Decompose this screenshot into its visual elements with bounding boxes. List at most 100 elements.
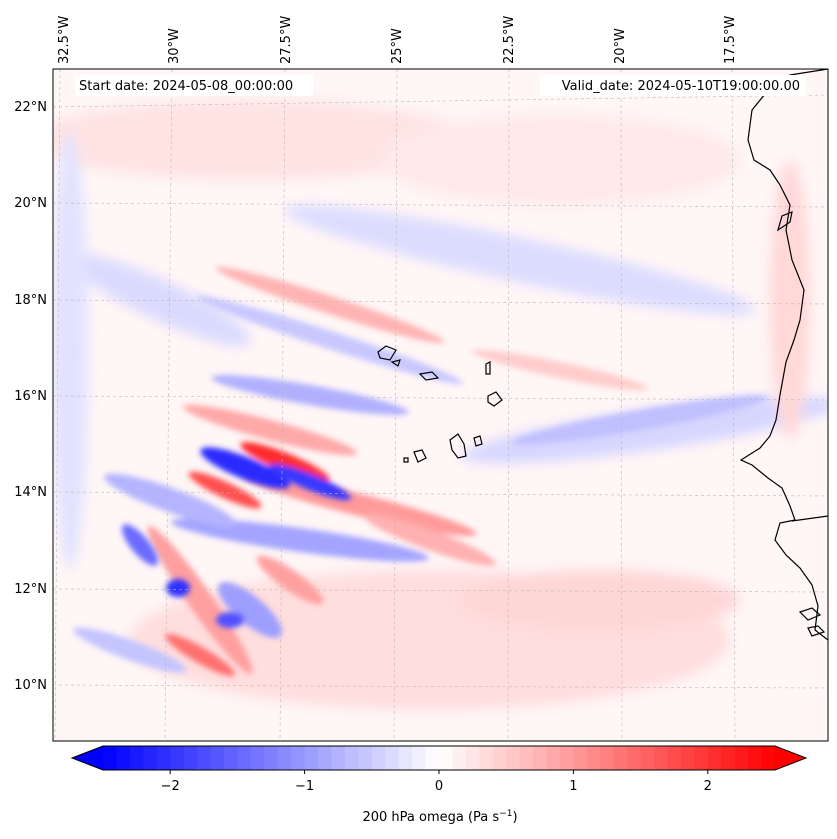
- colorbar-segment: [197, 746, 211, 770]
- lon-label-32-5w: 32.5°W: [57, 16, 72, 64]
- colorbar-segment: [627, 746, 641, 770]
- lat-label-18n: 18°N: [14, 293, 47, 308]
- colorbar-segment: [344, 746, 359, 770]
- colorbar-segment: [250, 746, 265, 770]
- colorbar-segment: [129, 746, 144, 770]
- colorbar-segment: [654, 746, 668, 770]
- bissagos-island: [807, 625, 826, 637]
- coastal-island: [776, 211, 793, 232]
- patch: [285, 205, 755, 315]
- colorbar-segment: [479, 746, 494, 770]
- colorbar-segment: [586, 746, 601, 770]
- colorbar-segment: [277, 746, 292, 770]
- colorbar-segment: [103, 746, 117, 770]
- band: [183, 404, 357, 456]
- colorbar-segment: [506, 746, 521, 770]
- band: [364, 514, 496, 566]
- patch: [770, 160, 810, 440]
- colorbar-segment: [761, 746, 776, 770]
- band: [171, 518, 429, 562]
- patch: [380, 115, 740, 205]
- descent-core: [188, 471, 262, 509]
- colorbar-segment: [116, 746, 131, 770]
- longitude-labels: 32.5°W 30°W 27.5°W 25°W 22.5°W 20°W 17.5…: [57, 16, 738, 64]
- colorbar-segment: [264, 746, 279, 770]
- sao-nicolau-island: [418, 371, 440, 381]
- maio-island: [473, 435, 483, 447]
- colorbar: −2 −1 0 1 2 200 hPa omega (Pa s−1): [70, 745, 808, 825]
- colorbar-segment: [721, 746, 736, 770]
- colorbar-segment: [183, 746, 198, 770]
- fogo-island: [413, 449, 427, 463]
- gridlines: [53, 69, 828, 741]
- colorbar-segments: [72, 746, 806, 770]
- colorbar-tick-label: −2: [161, 779, 180, 794]
- colorbar-segment: [398, 746, 413, 770]
- band: [218, 582, 282, 638]
- start-date-box: [75, 75, 313, 96]
- descent-band: [165, 633, 235, 677]
- lon-label-17-5w: 17.5°W: [723, 16, 738, 64]
- colorbar-segment: [667, 746, 682, 770]
- lat-label-20n: 20°N: [14, 196, 47, 211]
- colorbar-segment: [694, 746, 709, 770]
- colorbar-segment: [573, 746, 588, 770]
- band: [196, 295, 464, 385]
- patch: [460, 570, 740, 630]
- colorbar-segment: [680, 746, 695, 770]
- santiago-island: [449, 433, 467, 459]
- lat-label-14n: 14°N: [14, 485, 47, 500]
- gridline-22-5w: [507, 69, 510, 741]
- gridline-32-5w: [54, 69, 61, 741]
- boa-vista-island: [487, 391, 503, 407]
- colorbar-tick-label: −1: [295, 779, 314, 794]
- colorbar-segment: [371, 746, 386, 770]
- colorbar-segment: [748, 746, 762, 770]
- colorbar-segment: [358, 746, 373, 770]
- colorbar-segment: [559, 746, 574, 770]
- valid-date-box: [540, 75, 806, 96]
- bissagos-island: [798, 607, 822, 621]
- colorbar-segment: [170, 746, 185, 770]
- patch: [53, 130, 88, 570]
- colorbar-label: 200 hPa omega (Pa s−1): [362, 809, 517, 825]
- ascent-pocket: [166, 579, 190, 597]
- valid-date-label: Valid_date: 2024-05-10T19:00:00.00: [562, 79, 800, 94]
- ascent-core: [200, 447, 290, 489]
- broad-field-patches: [53, 100, 828, 710]
- colorbar-segment: [223, 746, 238, 770]
- band: [256, 555, 324, 605]
- map-frame: [52, 68, 829, 742]
- band: [511, 395, 769, 445]
- gridline-25w: [393, 69, 398, 741]
- sal-island: [485, 361, 491, 375]
- colorbar-tick-label: 0: [435, 779, 443, 794]
- colorbar-extend-max: [775, 746, 806, 770]
- band: [211, 375, 409, 415]
- coastlines: [377, 69, 828, 641]
- patch: [461, 396, 828, 464]
- band: [73, 627, 187, 673]
- ascent-pocket: [121, 524, 159, 566]
- lat-label-22n: 22°N: [14, 100, 47, 115]
- lat-label-16n: 16°N: [14, 389, 47, 404]
- colorbar-segment: [546, 746, 561, 770]
- africa-coastline: [739, 69, 828, 641]
- band: [471, 349, 649, 391]
- colorbar-segment: [237, 746, 252, 770]
- colorbar-segment: [492, 746, 507, 770]
- latitude-labels: 22°N 20°N 18°N 16°N 14°N 12°N 10°N: [14, 100, 47, 693]
- brava-island: [403, 457, 409, 463]
- colorbar-segment: [707, 746, 722, 770]
- start-date-label: Start date: 2024-05-08_00:00:00: [79, 79, 293, 94]
- colorbar-segment: [519, 746, 534, 770]
- lat-label-10n: 10°N: [14, 678, 47, 693]
- colorbar-extend-min: [72, 746, 103, 770]
- colorbar-segment: [613, 746, 628, 770]
- sao-vicente-island: [390, 359, 401, 367]
- descent-core: [240, 442, 330, 482]
- colorbar-ticks: −2 −1 0 1 2: [161, 770, 712, 794]
- colorbar-segment: [734, 746, 749, 770]
- band: [147, 525, 253, 675]
